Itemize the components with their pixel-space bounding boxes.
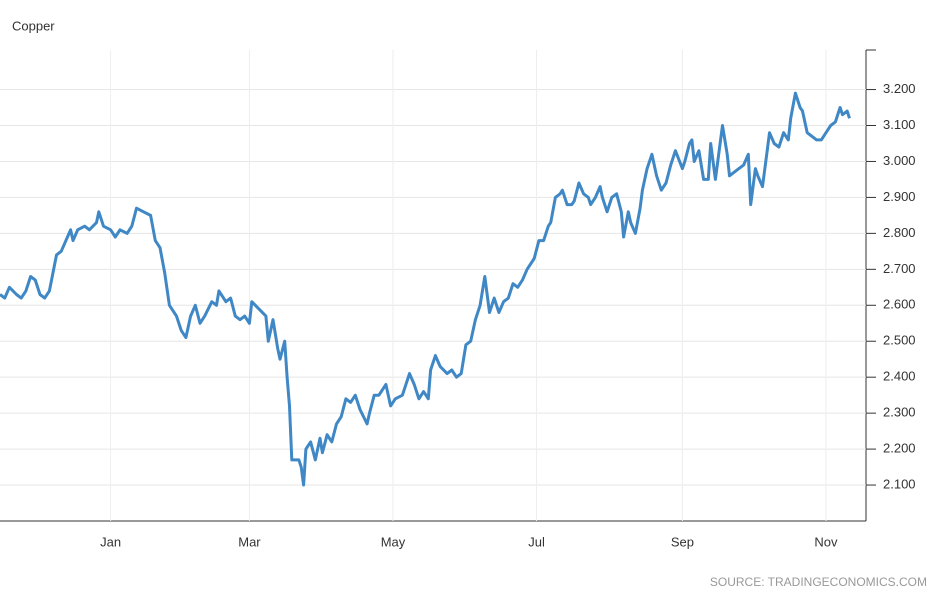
y-tick-label: 2.500 [883,333,916,348]
x-tick-label: May [381,534,406,549]
chart-title: Copper [12,18,55,33]
y-tick-label: 2.400 [883,369,916,384]
source: SOURCE: TRADINGECONOMICS.COM [710,575,927,589]
x-tick-label: Nov [814,534,838,549]
y-tick-label: 2.800 [883,225,916,240]
y-tick-label: 2.900 [883,189,916,204]
y-tick-label: 2.600 [883,297,916,312]
y-tick-label: 2.100 [883,476,916,491]
x-tick-label: Jul [528,534,545,549]
y-tick-label: 2.200 [883,441,916,456]
x-tick-label: Mar [238,534,261,549]
price-line [0,91,851,487]
y-tick-label: 3.200 [883,81,916,96]
y-tick-label: 3.100 [883,117,916,132]
x-tick-label: Sep [671,534,694,549]
y-tick-label: 3.000 [883,153,916,168]
y-tick-label: 2.300 [883,405,916,420]
y-tick-label: 2.700 [883,261,916,276]
x-tick-label: Jan [100,534,121,549]
